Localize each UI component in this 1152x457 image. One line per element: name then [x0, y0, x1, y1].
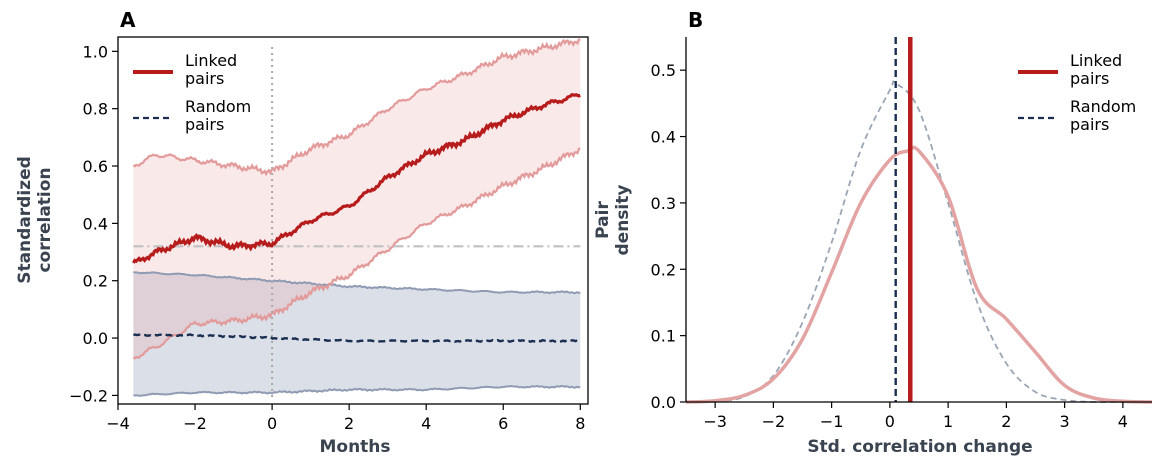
y-tick-label: 0.0	[651, 393, 676, 412]
legend-linked-label-line-2: pairs	[185, 69, 224, 88]
panel-b: B −3 −2 −1 0 1 2 3 4 0.0 0.1 0.2 0.3 0.4 0.5 Std. co…	[593, 8, 1152, 457]
panel-a-y-axis-label-line-1: Standardized	[15, 156, 35, 284]
linked-pairs-mean-line	[132, 92, 581, 264]
y-tick-label: 1.0	[83, 42, 108, 61]
panel-b-x-axis-label: Std. correlation change	[807, 437, 1032, 457]
legend-random-label-line-2: pairs	[185, 115, 224, 134]
panel-b-y-axis-label-line-2: density	[613, 185, 633, 256]
legend-linked-label-line-1: Linked	[1070, 51, 1122, 70]
y-tick-label: 0.5	[651, 61, 676, 80]
x-tick-label: 1	[943, 412, 953, 431]
x-tick-label: −1	[820, 412, 844, 431]
random-pairs-density-curve	[685, 80, 1152, 404]
legend-random-label-line-1: Random	[1070, 97, 1136, 116]
legend-random-label-line-2: pairs	[1070, 115, 1109, 134]
random-pairs-mean-line	[133, 333, 581, 343]
panel-b-plot-area	[685, 37, 1152, 404]
panel-b-y-ticks: 0.0 0.1 0.2 0.3 0.4 0.5	[651, 61, 686, 412]
panel-b-y-axis-label-line-1: Pair	[593, 201, 613, 239]
x-tick-label: 6	[498, 414, 508, 433]
panel-a-legend: Linked pairs Random pairs	[133, 51, 251, 134]
panel-a: A −4 −2 0 2 4 6 8 −0.2 0.0 0.2 0.4 0.6 0.8 1.0 Month…	[15, 8, 589, 457]
panel-a-letter: A	[120, 8, 136, 32]
y-tick-label: 0.2	[83, 272, 108, 291]
random-pairs-band	[133, 271, 581, 396]
panel-b-letter: B	[688, 8, 703, 32]
x-tick-label: 2	[1001, 412, 1011, 431]
y-tick-label: 0.0	[83, 329, 108, 348]
x-tick-label: 0	[885, 412, 895, 431]
y-tick-label: 0.6	[83, 157, 108, 176]
linked-pairs-lower-bound	[132, 147, 581, 360]
y-tick-label: 0.2	[651, 260, 676, 279]
legend-linked-label-line-2: pairs	[1070, 69, 1109, 88]
x-tick-label: 4	[421, 414, 431, 433]
x-tick-label: 0	[267, 414, 277, 433]
random-pairs-upper-bound	[133, 270, 581, 295]
y-tick-label: −0.2	[69, 386, 108, 405]
panel-a-plot-area	[117, 36, 589, 405]
panel-a-y-ticks: −0.2 0.0 0.2 0.4 0.6 0.8 1.0	[69, 42, 118, 405]
y-tick-label: 0.3	[651, 194, 676, 213]
x-tick-label: 2	[344, 414, 354, 433]
panel-a-x-axis-label: Months	[319, 437, 390, 457]
panel-a-x-ticks: −4 −2 0 2 4 6 8	[106, 404, 585, 433]
panel-a-y-axis-label-line-2: correlation	[35, 167, 55, 272]
panel-b-legend: Linked pairs Random pairs	[1018, 51, 1136, 134]
y-tick-label: 0.1	[651, 327, 676, 346]
panel-a-frame	[117, 36, 589, 405]
legend-random-label-line-1: Random	[185, 97, 251, 116]
x-tick-label: −2	[762, 412, 786, 431]
x-tick-label: 3	[1060, 412, 1070, 431]
linked-pairs-density-curve	[685, 145, 1152, 404]
x-tick-label: 4	[1118, 412, 1128, 431]
y-tick-label: 0.4	[83, 214, 108, 233]
random-pairs-lower-bound	[133, 384, 581, 397]
panel-b-x-ticks: −3 −2 −1 0 1 2 3 4	[703, 402, 1128, 431]
legend-linked-label-line-1: Linked	[185, 51, 237, 70]
y-tick-label: 0.8	[83, 100, 108, 119]
y-tick-label: 0.4	[651, 128, 676, 147]
x-tick-label: −3	[703, 412, 727, 431]
x-tick-label: −2	[183, 414, 207, 433]
x-tick-label: 8	[575, 414, 585, 433]
linked-pairs-upper-bound	[132, 38, 581, 177]
x-tick-label: −4	[106, 414, 130, 433]
